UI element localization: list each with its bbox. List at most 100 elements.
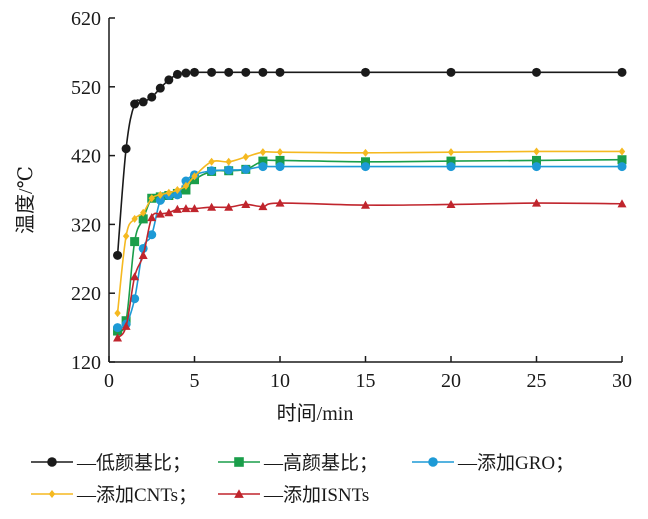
data-point	[130, 294, 140, 304]
data-point	[258, 162, 268, 172]
data-point	[131, 214, 138, 223]
data-point	[617, 199, 627, 208]
x-tick-label: 30	[612, 370, 632, 392]
data-point	[181, 68, 191, 78]
data-point	[190, 204, 199, 213]
data-point	[208, 157, 215, 166]
data-point	[258, 202, 268, 211]
data-point	[532, 162, 541, 172]
data-point	[172, 69, 182, 79]
data-point	[618, 147, 626, 156]
data-point	[172, 204, 182, 213]
data-point	[147, 230, 157, 240]
data-point	[617, 155, 627, 165]
x-tick-label: 15	[356, 370, 376, 392]
data-point	[224, 67, 234, 77]
data-point	[224, 165, 234, 175]
data-point	[225, 157, 232, 166]
data-point	[138, 214, 148, 224]
legend-label: —高颜基比；	[263, 452, 378, 474]
data-point	[617, 67, 627, 77]
series-line	[116, 202, 623, 339]
data-point	[130, 237, 140, 247]
data-point	[275, 162, 285, 172]
x-tick-label: 25	[527, 370, 547, 392]
legend: —低颜基比； —高颜基比； —添加GRO； —添加CNTs； —添加ISNTs	[31, 452, 574, 506]
data-point	[147, 213, 157, 222]
data-point	[138, 250, 148, 259]
legend-label: —低颜基比；	[76, 452, 191, 474]
y-tick-label: 120	[71, 352, 101, 374]
data-point	[113, 333, 123, 342]
y-axis-title: 温度/℃	[14, 166, 37, 234]
legend-item: —高颜基比；	[218, 452, 378, 474]
data-point	[164, 208, 174, 217]
data-point	[275, 198, 285, 207]
legend-item: —添加GRO；	[412, 452, 574, 474]
data-point	[130, 272, 140, 281]
data-point	[447, 148, 455, 157]
data-point	[275, 67, 285, 77]
y-tick-label: 520	[71, 77, 101, 99]
y-tick-label: 420	[71, 146, 101, 168]
data-point	[172, 190, 182, 200]
data-point	[259, 148, 267, 157]
data-point	[258, 67, 268, 77]
series-3	[114, 147, 626, 318]
x-tick-label: 0	[104, 370, 114, 392]
axes: 120 220 320 420 520 620 0 5 10 15 20 25 30	[71, 8, 632, 392]
legend-item: —添加ISNTs	[218, 484, 369, 506]
data-point	[617, 162, 627, 172]
y-tick-label: 220	[71, 283, 101, 305]
data-point	[207, 202, 217, 211]
x-tick-label: 5	[190, 370, 200, 392]
data-point	[241, 199, 251, 209]
data-point	[532, 155, 541, 165]
data-point	[446, 162, 456, 172]
data-point	[361, 157, 370, 167]
y-tick-label: 620	[71, 8, 101, 30]
y-tick-label: 320	[71, 214, 101, 236]
data-point	[114, 309, 121, 318]
data-point	[157, 190, 164, 199]
data-point	[181, 204, 191, 213]
x-tick-label: 20	[441, 370, 461, 392]
legend-marker	[234, 489, 244, 498]
data-point	[446, 199, 456, 209]
data-point	[122, 232, 130, 241]
data-point	[138, 97, 148, 107]
data-point	[532, 198, 541, 207]
data-point	[361, 200, 370, 209]
data-point	[155, 209, 165, 218]
data-point	[181, 185, 191, 195]
data-point	[532, 67, 541, 77]
data-point	[155, 83, 165, 93]
data-point	[174, 186, 181, 194]
data-point	[361, 67, 370, 77]
legend-marker	[47, 457, 57, 467]
legend-marker	[48, 490, 56, 498]
series-line	[116, 158, 623, 333]
data-point	[361, 162, 370, 172]
data-point	[241, 67, 251, 77]
data-point	[242, 152, 249, 161]
legend-marker	[234, 457, 244, 467]
data-point	[276, 148, 284, 157]
data-point	[533, 147, 540, 156]
legend-item: —添加CNTs；	[31, 484, 197, 506]
series-0	[113, 67, 627, 260]
legend-item: —低颜基比；	[31, 452, 191, 474]
data-point	[165, 188, 173, 197]
data-point	[446, 67, 456, 77]
data-point	[147, 92, 157, 102]
data-point	[362, 148, 369, 157]
x-tick-label: 10	[270, 370, 290, 392]
data-point	[258, 156, 268, 166]
data-point	[121, 321, 131, 330]
series-4	[113, 198, 627, 342]
data-point	[207, 67, 217, 77]
series-line	[117, 165, 622, 329]
data-point	[121, 144, 131, 154]
data-point	[207, 166, 217, 176]
